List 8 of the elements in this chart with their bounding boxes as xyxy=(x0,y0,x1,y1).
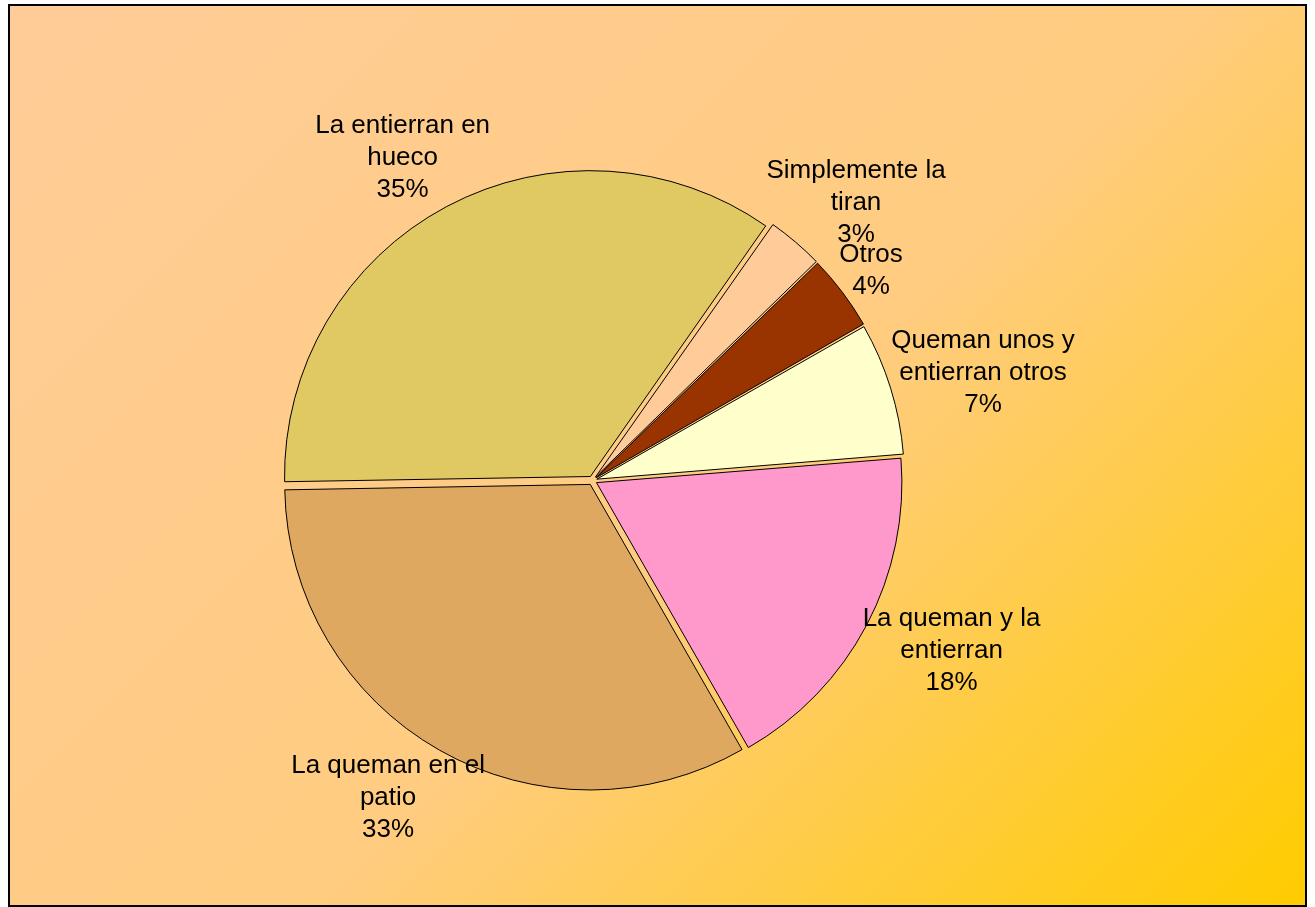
data-label: 33% xyxy=(362,813,415,844)
slice-label: Queman unos y entierran otros xyxy=(891,323,1075,386)
data-label: 18% xyxy=(925,665,978,696)
data-label: 35% xyxy=(376,173,429,204)
data-label: 4% xyxy=(852,269,890,300)
data-label: 7% xyxy=(964,387,1002,418)
slice-label: Simplemente la tiran xyxy=(766,153,947,216)
slice-label: La entierran en hueco xyxy=(315,109,491,172)
